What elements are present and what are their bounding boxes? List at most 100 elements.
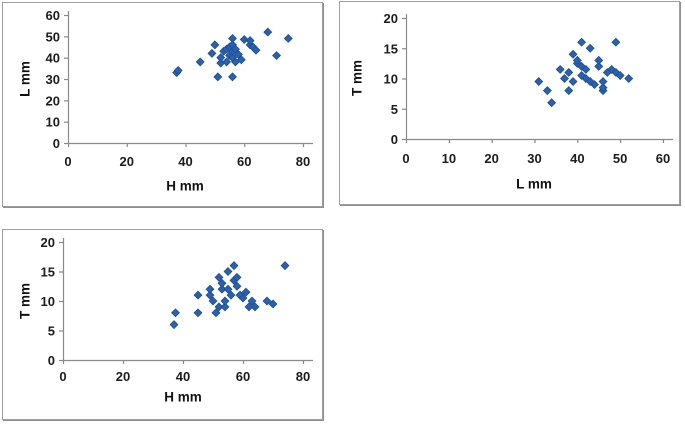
data-point-marker — [228, 34, 237, 43]
data-point-marker — [232, 272, 242, 282]
data-point-marker — [211, 308, 221, 318]
data-point-marker — [238, 293, 248, 303]
data-point-marker — [581, 64, 591, 74]
data-point-marker — [228, 72, 237, 82]
data-point-marker — [205, 290, 215, 300]
data-point-marker — [223, 284, 233, 294]
x-tick-label: 60 — [236, 369, 250, 384]
data-point-marker — [564, 86, 574, 96]
data-point-marker — [193, 308, 203, 318]
y-tick-label: 40 — [46, 51, 60, 66]
data-point-marker — [262, 296, 272, 306]
data-point-marker — [250, 302, 260, 312]
y-tick-label: 20 — [384, 11, 398, 26]
x-tick-label: 10 — [442, 151, 456, 166]
data-point-marker — [590, 80, 599, 90]
data-point-marker — [208, 296, 218, 306]
data-point-marker — [283, 34, 293, 43]
data-point-marker — [598, 83, 608, 93]
x-tick-label: 40 — [178, 154, 192, 169]
data-point-marker — [214, 272, 224, 282]
data-point-marker — [568, 49, 578, 59]
y-tick-label: 10 — [41, 294, 55, 309]
scatter-chart-t-vs-h: 0 20 40 60 80 0 5 10 15 20 — [41, 235, 313, 384]
x-tick-label: 0 — [59, 369, 66, 384]
y-tick-label: 15 — [384, 41, 398, 56]
data-point-marker — [581, 74, 591, 83]
x-tick-label: 60 — [656, 151, 670, 166]
data-point-marker — [247, 296, 257, 306]
x-tick-label: 0 — [64, 154, 71, 169]
y-tick-label: 20 — [41, 235, 55, 250]
y-tick-label: 5 — [48, 324, 55, 339]
data-point-marker — [236, 55, 246, 65]
data-point-marker — [615, 71, 625, 80]
y-tick-label: 5 — [391, 102, 398, 117]
y-tick-label: 50 — [46, 29, 60, 44]
data-point-marker — [245, 36, 255, 46]
data-point-marker — [220, 296, 230, 306]
data-point-marker — [217, 278, 227, 288]
data-point-marker — [594, 55, 604, 65]
data-point-marker — [222, 57, 232, 67]
data-point-marker — [195, 57, 205, 67]
chart-panel-t-vs-h: 0 20 40 60 80 0 5 10 15 20 H mm T mm — [2, 229, 323, 420]
data-point-marker — [244, 302, 254, 312]
data-point-marker — [568, 77, 578, 86]
data-point-marker — [193, 290, 203, 300]
x-tick-label: 0 — [402, 151, 409, 166]
data-point-marker — [223, 267, 233, 276]
data-point-marker — [205, 284, 215, 294]
data-point-marker — [594, 61, 604, 71]
data-point-marker — [216, 53, 226, 63]
data-point-marker — [280, 261, 290, 271]
y-tick-label: 0 — [48, 353, 55, 368]
data-point-marker — [232, 281, 242, 291]
data-point-marker — [611, 37, 621, 47]
y-tick-label: 15 — [41, 265, 55, 280]
data-point-marker — [577, 37, 587, 47]
data-point-marker — [577, 71, 587, 80]
x-tick-label: 30 — [527, 151, 541, 166]
data-point-marker — [572, 55, 582, 65]
data-point-marker — [173, 66, 183, 75]
data-point-marker — [577, 61, 587, 71]
y-tick-label: 60 — [46, 8, 60, 23]
data-point-marker — [564, 67, 574, 77]
x-tick-label: 80 — [296, 154, 310, 169]
data-point-marker — [239, 35, 249, 44]
data-point-marker — [585, 43, 595, 53]
x-tick-label: 40 — [570, 151, 584, 166]
x-tick-label: 20 — [116, 369, 130, 384]
data-point-marker — [555, 64, 565, 74]
data-point-marker — [171, 308, 180, 318]
data-point-marker — [207, 48, 217, 58]
x-tick-label: 40 — [176, 369, 190, 384]
data-point-marker — [229, 261, 239, 271]
data-point-marker — [210, 40, 220, 50]
x-tick-label: 50 — [613, 151, 627, 166]
data-point-marker — [169, 320, 179, 330]
data-point-marker — [624, 74, 634, 83]
y-tick-label: 0 — [391, 132, 398, 147]
scatter-chart-t-vs-l: 0 10 20 30 40 50 60 0 5 10 15 20 — [384, 11, 673, 166]
y-tick-label: 10 — [46, 115, 60, 130]
data-point-marker — [241, 287, 251, 297]
data-point-marker — [226, 290, 236, 300]
data-point-marker — [251, 45, 261, 55]
data-point-marker — [263, 27, 273, 37]
x-tick-label: 80 — [296, 369, 310, 384]
data-point-marker — [220, 302, 230, 312]
y-tick-label: 20 — [46, 93, 60, 108]
data-point-marker — [217, 284, 227, 294]
x-tick-label: 20 — [120, 154, 134, 169]
x-tick-label: 60 — [237, 154, 251, 169]
data-point-marker — [542, 86, 552, 96]
scatter-chart-l-vs-h: 0 20 40 60 80 0 10 20 30 40 50 60 — [46, 8, 313, 169]
data-point-marker — [547, 98, 557, 108]
x-tick-label: 20 — [484, 151, 498, 166]
data-point-marker — [214, 302, 224, 312]
chart-panel-t-vs-l: 0 10 20 30 40 50 60 0 5 10 15 20 L mm T mm — [339, 1, 680, 205]
chart-panel-l-vs-h: 0 20 40 60 80 0 10 20 30 40 50 60 H mm L mm — [2, 2, 323, 207]
